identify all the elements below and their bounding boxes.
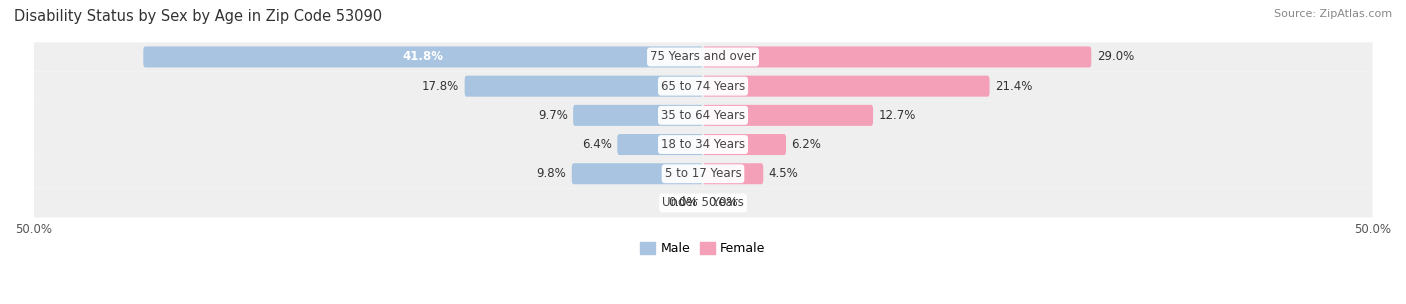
- Text: 0.0%: 0.0%: [709, 196, 738, 209]
- Text: Disability Status by Sex by Age in Zip Code 53090: Disability Status by Sex by Age in Zip C…: [14, 9, 382, 24]
- FancyBboxPatch shape: [572, 163, 703, 184]
- FancyBboxPatch shape: [574, 105, 703, 126]
- Text: 9.8%: 9.8%: [537, 167, 567, 180]
- Text: 6.2%: 6.2%: [792, 138, 821, 151]
- FancyBboxPatch shape: [703, 76, 990, 97]
- Text: 12.7%: 12.7%: [879, 109, 915, 122]
- FancyBboxPatch shape: [703, 105, 873, 126]
- Text: Source: ZipAtlas.com: Source: ZipAtlas.com: [1274, 9, 1392, 19]
- Text: 0.0%: 0.0%: [668, 196, 697, 209]
- Text: 29.0%: 29.0%: [1097, 50, 1133, 64]
- FancyBboxPatch shape: [703, 163, 763, 184]
- FancyBboxPatch shape: [34, 130, 1372, 159]
- Text: 5 to 17 Years: 5 to 17 Years: [665, 167, 741, 180]
- FancyBboxPatch shape: [34, 159, 1372, 188]
- FancyBboxPatch shape: [464, 76, 703, 97]
- FancyBboxPatch shape: [34, 71, 1372, 101]
- FancyBboxPatch shape: [703, 47, 1091, 67]
- Text: 35 to 64 Years: 35 to 64 Years: [661, 109, 745, 122]
- FancyBboxPatch shape: [34, 101, 1372, 130]
- Text: 75 Years and over: 75 Years and over: [650, 50, 756, 64]
- Text: 65 to 74 Years: 65 to 74 Years: [661, 80, 745, 93]
- Text: 4.5%: 4.5%: [769, 167, 799, 180]
- Text: 9.7%: 9.7%: [538, 109, 568, 122]
- Legend: Male, Female: Male, Female: [636, 237, 770, 260]
- Text: 41.8%: 41.8%: [402, 50, 444, 64]
- Text: 18 to 34 Years: 18 to 34 Years: [661, 138, 745, 151]
- FancyBboxPatch shape: [143, 47, 703, 67]
- FancyBboxPatch shape: [703, 134, 786, 155]
- FancyBboxPatch shape: [34, 188, 1372, 218]
- Text: Under 5 Years: Under 5 Years: [662, 196, 744, 209]
- Text: 21.4%: 21.4%: [995, 80, 1032, 93]
- Text: 17.8%: 17.8%: [422, 80, 460, 93]
- FancyBboxPatch shape: [34, 42, 1372, 71]
- FancyBboxPatch shape: [617, 134, 703, 155]
- Text: 6.4%: 6.4%: [582, 138, 612, 151]
